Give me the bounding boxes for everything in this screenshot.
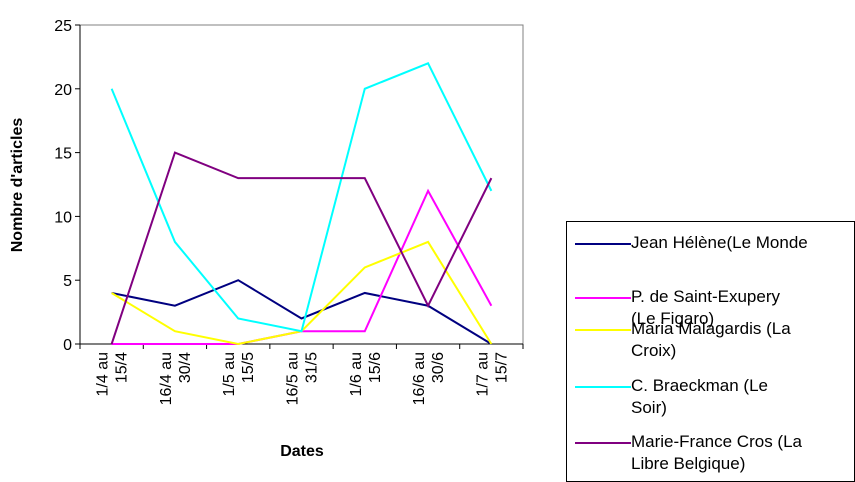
y-axis-title: Nombre d'articles [9,118,26,253]
y-tick-label: 0 [63,337,72,354]
x-tick-label: 16/4 au 30/4 [158,352,194,405]
legend-label-line2: Libre Belgique) [631,454,746,473]
legend-label-line1: P. de Saint-Exupery [631,287,780,306]
series-line [110,62,493,333]
legend-label: Marie-France Cros (La Libre Belgique) [631,431,851,475]
x-axis-title: Dates [280,443,324,460]
y-tick-label: 10 [54,209,72,226]
legend-label-line1: Maria Malagardis (La [631,319,791,338]
y-tick-label: 15 [54,146,72,163]
y-tick-label: 5 [63,273,72,290]
x-tick-label: 1/5 au 15/5 [221,352,257,397]
legend-label: Jean Hélène(Le Monde [631,232,851,254]
legend: Jean Hélène(Le Monde P. de Saint-Exupery… [566,221,855,482]
x-tick-label: 1/6 au 15/6 [348,352,384,397]
series-line [110,151,493,345]
legend-line-swatch [575,386,631,388]
legend-line-swatch [575,243,631,245]
legend-label-line2: Soir) [631,398,667,417]
legend-label: C. Braeckman (Le Soir) [631,375,851,419]
legend-label: Maria Malagardis (La Croix) [631,318,851,362]
legend-line-swatch [575,329,631,331]
y-tick-label: 20 [54,82,72,99]
x-tick-label: 16/5 au 31/5 [285,352,321,405]
legend-label-line2: Croix) [631,341,677,360]
x-tick-label: 16/6 au 30/6 [411,352,447,405]
x-tick-label: 1/4 au 15/4 [95,352,131,397]
legend-label-line1: Marie-France Cros (La [631,432,802,451]
x-tick-label: 1/7 au 15/7 [474,352,510,397]
legend-label-line2: (Le Figaro) [631,309,715,328]
legend-label-line1: C. Braeckman (Le [631,376,768,395]
legend-label-line1: Jean Hélène(Le Monde [631,233,808,252]
y-tick-label: 25 [54,18,72,35]
legend-line-swatch [575,297,631,299]
plot-area [79,24,524,345]
legend-label: P. de Saint-Exupery (Le Figaro) [631,286,851,330]
legend-line-swatch [575,442,631,444]
